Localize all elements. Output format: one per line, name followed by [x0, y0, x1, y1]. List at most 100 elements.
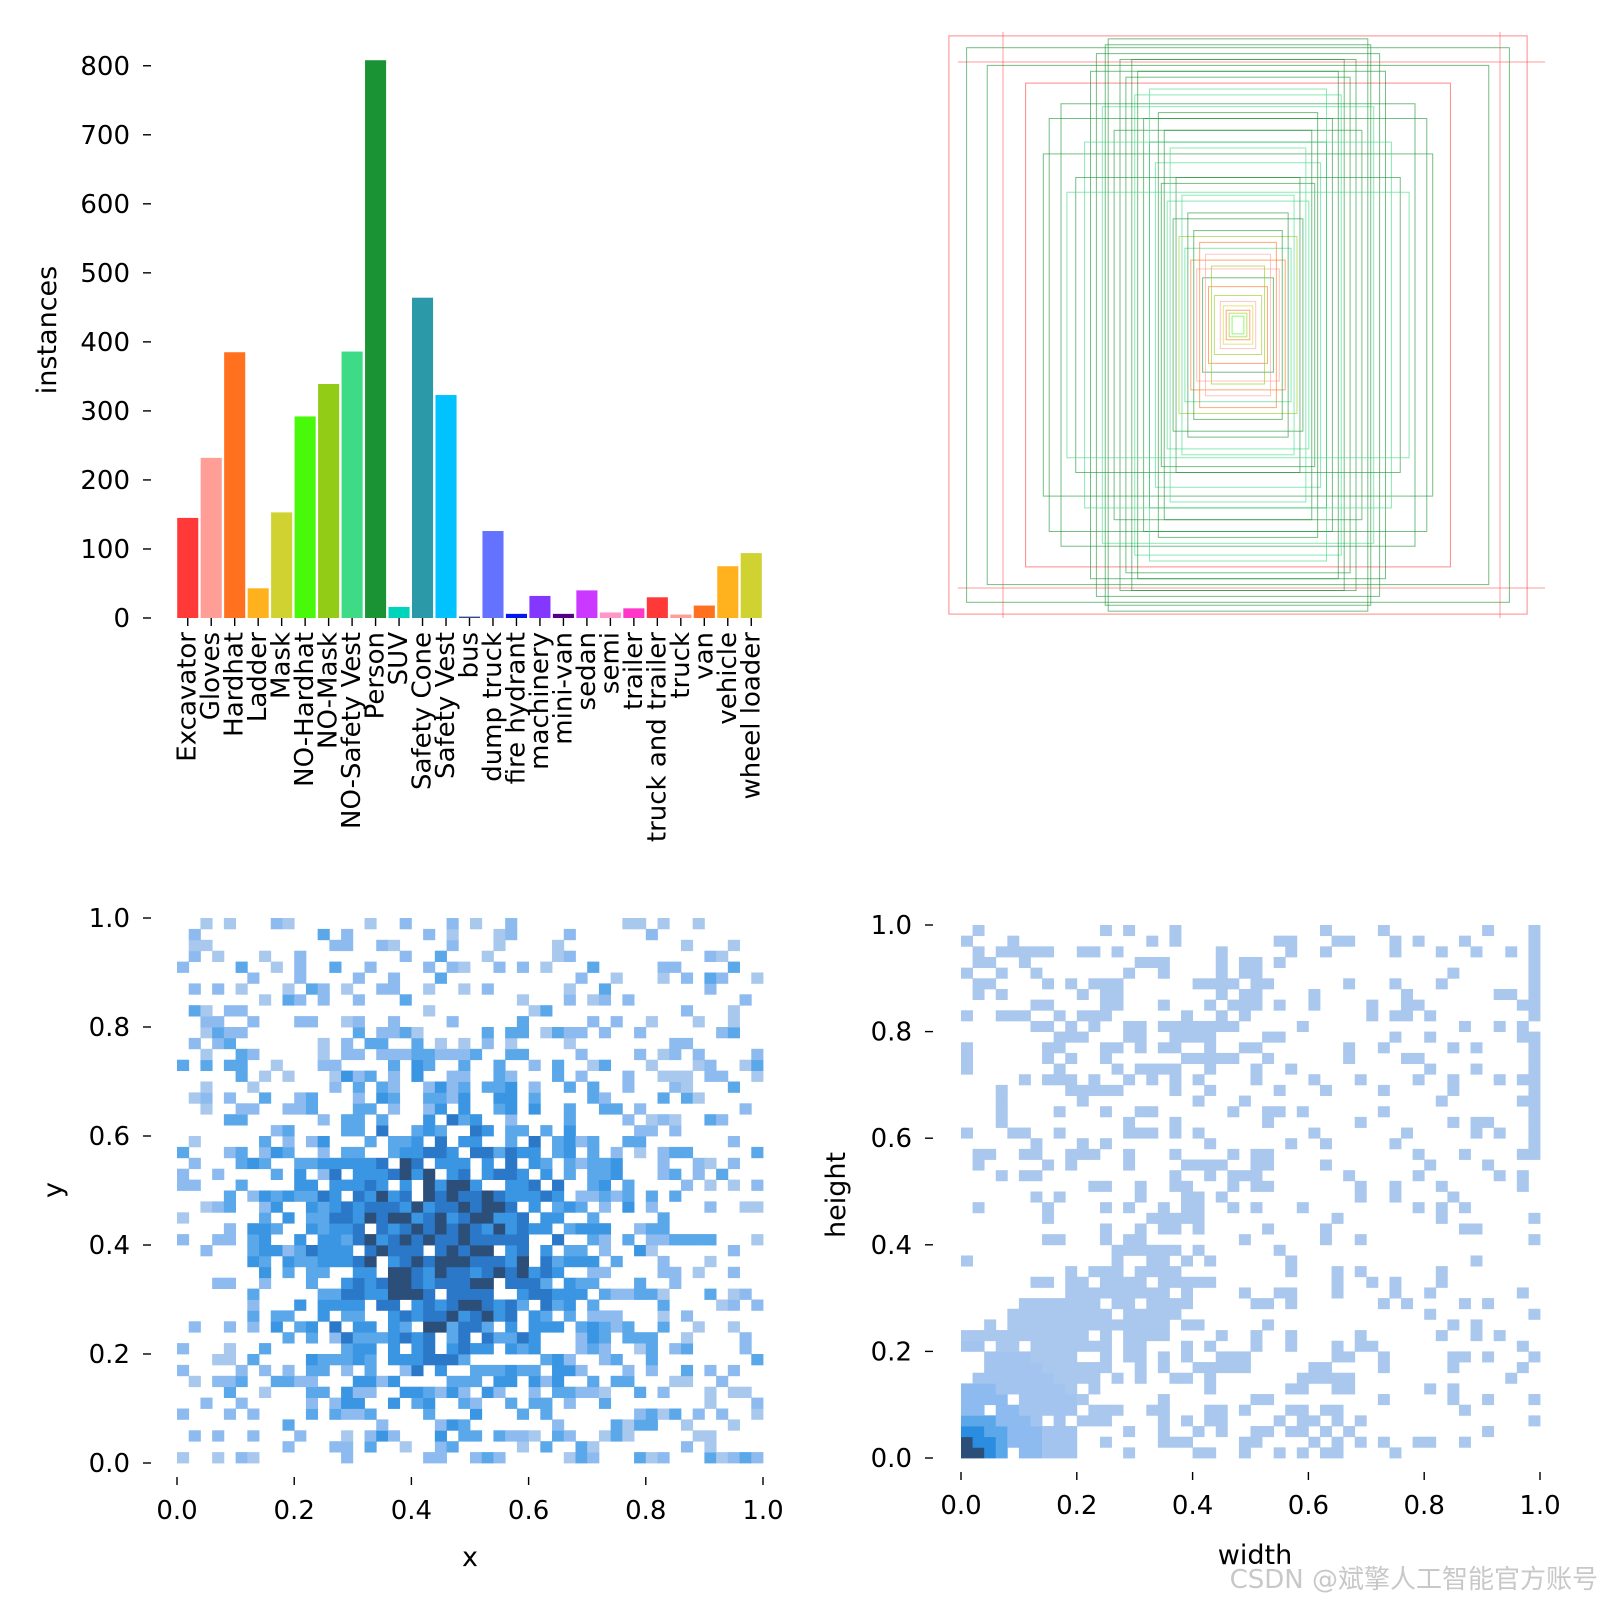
heat-cell: [1134, 1063, 1147, 1075]
heat-cell: [364, 1212, 377, 1224]
heat-cell: [972, 1148, 985, 1160]
heat-cell: [505, 1070, 518, 1082]
heat-cell: [1123, 1298, 1136, 1310]
heat-cell: [446, 1016, 459, 1028]
heat-cell: [1030, 1330, 1043, 1342]
x-tick-label: truck and trailer: [642, 632, 672, 842]
heat-cell: [563, 1125, 576, 1137]
heat-cell: [1227, 1202, 1240, 1214]
heat-cell: [399, 950, 412, 962]
heat-cell: [516, 1125, 529, 1137]
heat-cell: [1204, 1415, 1217, 1427]
heat-cell: [341, 1354, 354, 1366]
heat-cell: [446, 961, 459, 973]
heat-cell: [528, 1375, 541, 1388]
heat-cell: [470, 1277, 483, 1289]
box-outline: [1222, 305, 1254, 345]
heat-cell: [458, 1223, 471, 1235]
heat-cell: [1238, 1436, 1251, 1448]
heat-cell: [972, 1340, 985, 1352]
heat-cell: [364, 1288, 377, 1300]
heat-cell: [598, 1103, 612, 1115]
heat-cell: [587, 1266, 600, 1279]
heat-cell: [1134, 1276, 1147, 1288]
heat-cell: [223, 1321, 236, 1333]
heat-cell: [563, 1397, 576, 1409]
heat-cell: [657, 972, 670, 984]
heat-cell: [1111, 999, 1124, 1011]
heat-cell: [1470, 1116, 1483, 1128]
heat-cell: [1204, 1159, 1217, 1171]
heat-cell: [680, 1070, 694, 1082]
heat-cell: [1065, 1052, 1078, 1064]
heat-cell: [505, 1168, 518, 1180]
heat-cell: [1412, 1052, 1425, 1064]
heat-cell: [1030, 967, 1043, 979]
heat-cell: [470, 1190, 483, 1202]
bar-person: [365, 60, 387, 618]
heat-cell: [387, 1299, 401, 1311]
heat-cell: [270, 1125, 283, 1137]
heat-cell: [587, 1016, 600, 1028]
heat-cell: [1053, 1010, 1066, 1022]
heat-cell: [364, 1277, 377, 1289]
heat-cell: [552, 1234, 565, 1246]
heat-cell: [1018, 1308, 1031, 1320]
heat-cell: [247, 1452, 260, 1464]
heat-cell: [1134, 1266, 1147, 1278]
heat-cell: [481, 1386, 494, 1398]
heat-cell: [411, 1146, 424, 1159]
y-tick-label: 0: [113, 604, 130, 634]
heat-cell: [458, 1114, 471, 1126]
heat-cell: [1262, 1116, 1275, 1128]
heat-cell: [1146, 1266, 1159, 1278]
heat-cell: [1285, 935, 1298, 947]
heat-cell: [376, 1277, 389, 1289]
heat-cell: [434, 1201, 447, 1213]
heat-cell: [634, 1146, 647, 1159]
heat-cell: [1181, 1191, 1193, 1203]
heat-cell: [423, 1354, 436, 1366]
heat-cell: [1134, 1244, 1147, 1256]
heat-cell: [481, 1277, 494, 1289]
heat-cell: [1088, 978, 1101, 990]
heat-cell: [458, 1343, 471, 1355]
heat-cell: [1134, 956, 1147, 969]
heat-cell: [995, 946, 1008, 958]
heat-cell: [329, 1201, 342, 1213]
heat-cell: [716, 1114, 729, 1126]
heat-cell: [634, 1386, 647, 1398]
heat-cell: [434, 1179, 447, 1191]
heat-cell: [434, 1245, 447, 1257]
heat-cell: [352, 1408, 365, 1420]
heat-cell: [458, 1386, 471, 1398]
heat-cell: [1157, 1276, 1170, 1288]
heat-cell: [1273, 1106, 1286, 1118]
heat-cell: [446, 1245, 459, 1257]
heat-cell: [1076, 1010, 1089, 1022]
heat-cell: [1250, 999, 1263, 1011]
heat-cell: [1528, 1138, 1541, 1150]
heat-cell: [446, 1114, 459, 1126]
heat-cell: [1401, 1127, 1414, 1139]
heat-cell: [282, 1103, 295, 1115]
heat-cell: [610, 1168, 623, 1180]
heat-cell: [516, 1255, 529, 1268]
heat-cell: [1273, 956, 1286, 969]
heat-cell: [1424, 1383, 1437, 1395]
heat-cell: [481, 1364, 494, 1377]
heat-cell: [657, 961, 670, 973]
heat-cell: [352, 1397, 365, 1409]
heat-cell: [305, 1375, 319, 1388]
heat-cell: [1157, 1436, 1170, 1448]
heat-cell: [1030, 1351, 1043, 1363]
heat-cell: [305, 1136, 319, 1148]
heat-cell: [680, 1364, 694, 1377]
heat-cell: [458, 1354, 471, 1366]
heat-cell: [470, 918, 483, 930]
heat-cell: [1366, 1010, 1379, 1022]
heat-cell: [305, 1092, 319, 1104]
heat-cell: [1377, 1436, 1390, 1448]
heat-cell: [470, 1310, 483, 1322]
heat-cell: [387, 1092, 401, 1104]
